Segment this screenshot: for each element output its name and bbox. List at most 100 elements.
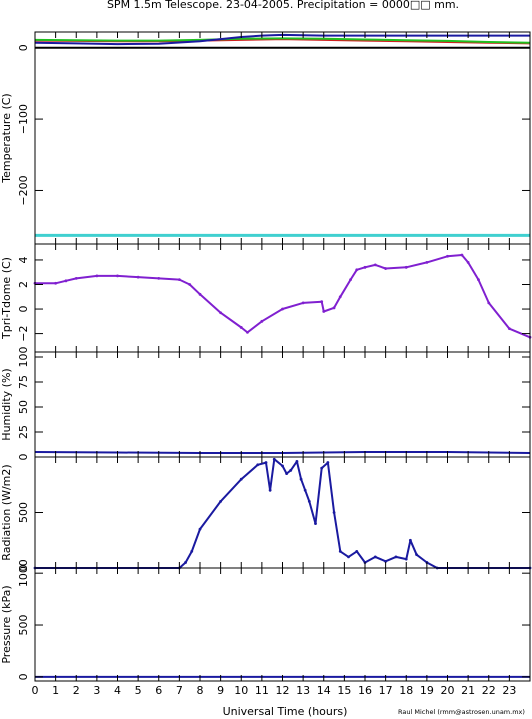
y-tick-label: −2 [17, 325, 30, 341]
data-point [219, 311, 223, 315]
data-point [299, 477, 303, 481]
data-point [246, 330, 249, 334]
x-tick-label: 18 [399, 684, 413, 697]
plot-frame [34, 31, 531, 245]
data-point [326, 461, 330, 464]
data-point [349, 278, 352, 281]
y-tick-label: 0 [17, 565, 30, 572]
x-tick-label: 23 [502, 684, 516, 697]
y-tick-label: 2 [17, 281, 30, 288]
x-tick-label: 5 [135, 684, 142, 697]
y-axis-label: Humidity (%) [0, 368, 13, 440]
x-tick-label: 16 [358, 684, 372, 697]
data-point [373, 263, 377, 267]
data-point [307, 500, 311, 503]
data-point [338, 295, 342, 299]
y-tick-label: 4 [17, 256, 30, 263]
x-tick-label: 17 [379, 684, 393, 697]
x-tick-label: 15 [337, 684, 351, 697]
x-tick-label: 10 [234, 684, 248, 697]
data-point [347, 555, 350, 559]
data-point [268, 488, 272, 492]
data-point [272, 457, 276, 461]
data-point [198, 292, 202, 296]
data-point [190, 549, 194, 553]
data-point [460, 253, 464, 257]
panel-2: 100 75 50 25 0 Humidity (%) [0, 347, 531, 461]
y-tick-label: −100 [17, 104, 30, 134]
data-point [363, 265, 367, 269]
y-axis-label: Pressure (kPa) [0, 585, 13, 663]
x-tick-label: 8 [197, 684, 204, 697]
plot-frame [34, 567, 531, 682]
data-point [425, 261, 429, 264]
y-tick-label: 0 [17, 454, 30, 461]
data-point [281, 464, 284, 468]
data-point [404, 557, 408, 561]
data-point [404, 265, 408, 269]
data-point [507, 327, 511, 331]
x-tick-label: 6 [155, 684, 162, 697]
series-line-0-1 [34, 37, 531, 44]
data-point [394, 555, 398, 559]
series-line-3-0 [35, 458, 530, 569]
data-point [136, 275, 140, 279]
x-axis-label: Universal Time (hours) [223, 705, 348, 718]
x-tick-label: 22 [482, 684, 496, 697]
data-point [320, 300, 324, 304]
data-point [184, 561, 187, 564]
data-point [320, 466, 324, 470]
data-point [285, 472, 289, 476]
x-tick-label: 11 [255, 684, 269, 697]
panel-0: 0 −100 −200 Temperature (C) [0, 31, 531, 245]
data-point [477, 278, 480, 281]
data-point [116, 274, 119, 278]
panel-1: 4 2 0 −2 Tpri-Tdome (C) [0, 243, 532, 353]
y-axis-label: Radiation (W/m2) [0, 464, 13, 560]
data-point [355, 549, 359, 553]
plot-frame [34, 351, 531, 458]
data-point [338, 549, 342, 553]
x-tick-label: 13 [296, 684, 310, 697]
y-tick-label: 500 [17, 502, 30, 523]
data-point [198, 527, 202, 531]
y-tick-label: 100 [17, 347, 30, 368]
y-tick-label: 50 [17, 400, 30, 414]
data-point [177, 278, 181, 281]
data-point [384, 267, 388, 270]
x-tick-label: 21 [461, 684, 475, 697]
x-tick-label: 14 [317, 684, 331, 697]
data-point [256, 463, 260, 467]
y-tick-label: 0 [17, 673, 30, 680]
x-tick-label: 0 [32, 684, 39, 697]
data-point [157, 276, 161, 280]
data-point [332, 511, 336, 514]
y-tick-label: 0 [17, 44, 30, 51]
data-point [332, 306, 336, 310]
x-tick-label: 20 [441, 684, 455, 697]
figure-title: SPM 1.5m Telescope. 23-04-2005. Precipit… [107, 0, 459, 11]
data-point [301, 301, 305, 305]
plot-frame [34, 456, 531, 569]
y-tick-label: 0 [17, 306, 30, 313]
y-tick-label: 500 [17, 615, 30, 636]
x-tick-label: 4 [114, 684, 121, 697]
plot-frame [34, 243, 531, 353]
data-point [314, 522, 317, 525]
data-point [487, 301, 491, 305]
data-point [384, 559, 388, 563]
author-credit: Raul Michel (rmm@astrosen.unam.mx) [398, 708, 525, 716]
x-tick-label: 3 [93, 684, 100, 697]
y-tick-label: 75 [17, 375, 30, 389]
data-point [415, 553, 418, 557]
data-point [373, 555, 377, 559]
data-point [303, 488, 307, 492]
panel-3: 500 0 Radiation (W/m2) [0, 456, 532, 572]
data-point [239, 326, 243, 329]
data-point [74, 276, 78, 280]
data-point [264, 461, 268, 464]
y-axis-label: Temperature (C) [0, 93, 13, 183]
data-point [322, 310, 326, 313]
